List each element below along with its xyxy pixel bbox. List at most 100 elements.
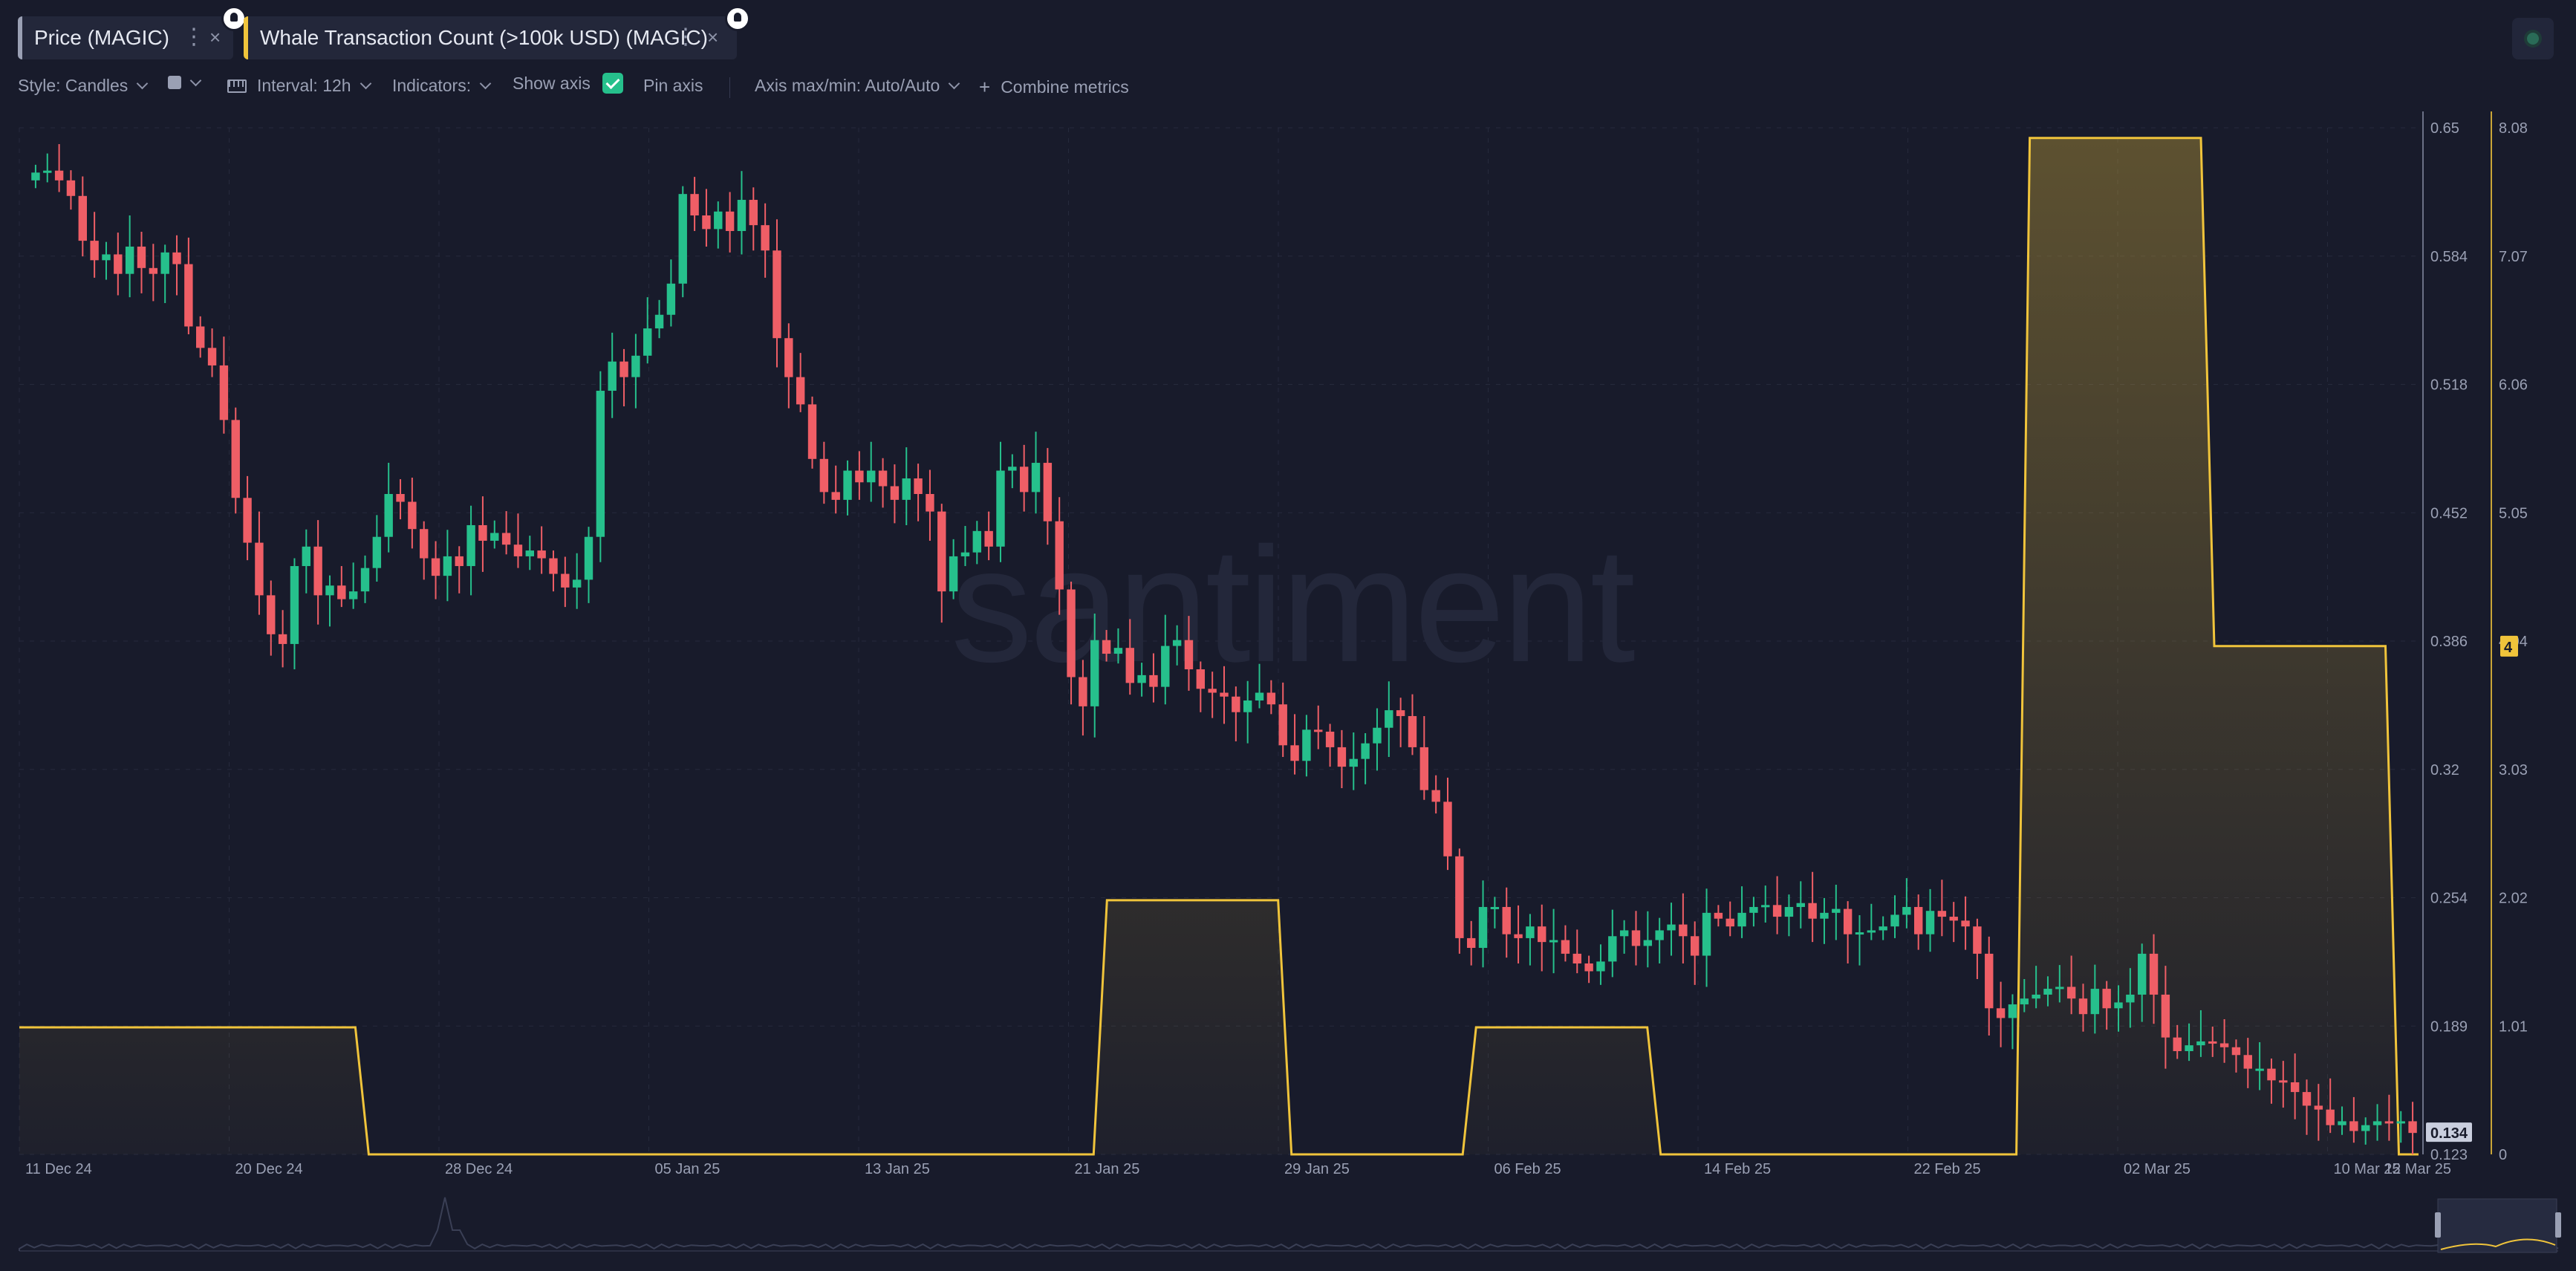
candle-body (537, 550, 546, 559)
candle (867, 441, 876, 502)
navigator-selection-window[interactable] (2437, 1198, 2557, 1253)
tab-whale-transaction-count[interactable]: Whale Transaction Count (>100k USD) (MAG… (244, 6, 750, 59)
candle (960, 526, 970, 567)
candle-body (902, 478, 911, 500)
price-axis-tick-label: 0.32 (2430, 762, 2459, 778)
price-axis-tick-label: 0.386 (2430, 634, 2468, 650)
candle (2020, 978, 2029, 1012)
pin-axis-toggle[interactable]: Pin axis (643, 76, 703, 96)
candle-body (2243, 1055, 2252, 1069)
candle (2255, 1041, 2264, 1090)
candle-body (431, 558, 440, 576)
candle-body (2384, 1121, 2394, 1124)
candle (1455, 848, 1464, 954)
candle (749, 187, 758, 251)
range-navigator[interactable] (19, 1197, 2561, 1253)
candle-body (855, 470, 864, 483)
candle (196, 316, 205, 358)
candle (1161, 614, 1170, 705)
candle-body (66, 180, 76, 196)
candle (313, 520, 322, 625)
candle-body (2396, 1121, 2405, 1124)
x-axis-tick-label: 20 Dec 24 (235, 1161, 303, 1177)
pin-icon[interactable] (221, 6, 247, 31)
pin-icon[interactable] (725, 6, 750, 31)
candle (1879, 916, 1887, 940)
candle-body (1784, 906, 1794, 917)
candle-body (1408, 715, 1417, 747)
candle-body (1796, 903, 1805, 907)
candle-body (525, 550, 535, 556)
ruler-icon (227, 79, 247, 93)
candle-body (1255, 692, 1264, 700)
show-axis-label: Show axis (513, 73, 591, 93)
candle (1172, 625, 1182, 666)
combine-metrics-button[interactable]: + Combine metrics (979, 76, 1129, 99)
candle (2290, 1053, 2300, 1119)
navigator-right-handle[interactable] (2555, 1212, 2561, 1238)
candle-body (313, 546, 322, 596)
candle-body (1184, 640, 1194, 670)
navigator-left-handle[interactable] (2435, 1212, 2441, 1238)
show-axis-toggle[interactable]: Show axis (513, 73, 623, 94)
candle (114, 233, 123, 296)
candle-body (1879, 926, 1887, 931)
candle (1608, 909, 1617, 978)
candle (654, 299, 664, 339)
candle (2173, 1024, 2182, 1059)
candle (855, 451, 864, 500)
axis-minmax-dropdown[interactable]: Axis max/min: Auto/Auto (755, 76, 960, 96)
whale-step-line (19, 137, 2419, 1156)
interval-dropdown[interactable]: Interval: 12h (227, 76, 371, 96)
tab-price-magic[interactable]: Price (MAGIC) ⋮ × (18, 6, 247, 59)
close-icon[interactable]: × (209, 26, 221, 48)
candle (1019, 444, 1029, 512)
candle (1502, 887, 1511, 958)
candle (1220, 666, 1229, 724)
candle-body (1538, 926, 1546, 943)
candle (1266, 680, 1276, 715)
candle (972, 521, 982, 565)
candle-body (1867, 930, 1876, 933)
candle-body (1325, 731, 1335, 747)
candle-body (1490, 906, 1500, 909)
candle (1761, 885, 1770, 923)
candle (2055, 965, 2064, 1003)
candle-body (1714, 912, 1723, 919)
candle (1008, 454, 1017, 489)
kebab-menu-icon[interactable]: ⋮ (674, 25, 697, 49)
candle (2349, 1096, 2358, 1143)
candle (325, 575, 334, 627)
candle (90, 212, 99, 278)
candle (725, 192, 735, 253)
candle-body (1502, 906, 1511, 934)
candle-body (501, 533, 511, 545)
x-axis-tick-label: 29 Jan 25 (1284, 1161, 1350, 1177)
kebab-menu-icon[interactable]: ⋮ (183, 25, 205, 49)
close-icon[interactable]: × (707, 26, 719, 48)
color-dropdown[interactable] (168, 74, 202, 89)
candle-body (2408, 1121, 2417, 1134)
candle-body (1220, 692, 1229, 697)
candle (608, 332, 617, 418)
checkbox-checked-icon[interactable] (602, 73, 623, 94)
candle-body (1349, 758, 1358, 767)
indicators-dropdown[interactable]: Indicators: (392, 76, 492, 96)
candle (949, 539, 958, 599)
candle (2372, 1104, 2382, 1141)
toolbar-divider (729, 77, 730, 98)
candle-body (1419, 747, 1429, 790)
current-price-label: 0.134 (2430, 1125, 2468, 1142)
status-indicator-button[interactable] (2512, 18, 2554, 59)
interval-dropdown-label: Interval: 12h (257, 76, 351, 95)
candle-body (243, 498, 252, 543)
style-dropdown[interactable]: Style: Candles (18, 76, 149, 96)
candle-body (2196, 1041, 2205, 1046)
x-axis-tick-label: 12 Mar 25 (2384, 1161, 2451, 1177)
candle (243, 475, 252, 561)
candle-body (549, 558, 558, 574)
candle-body (408, 501, 417, 530)
candle (302, 529, 310, 594)
candle (1737, 886, 1746, 938)
